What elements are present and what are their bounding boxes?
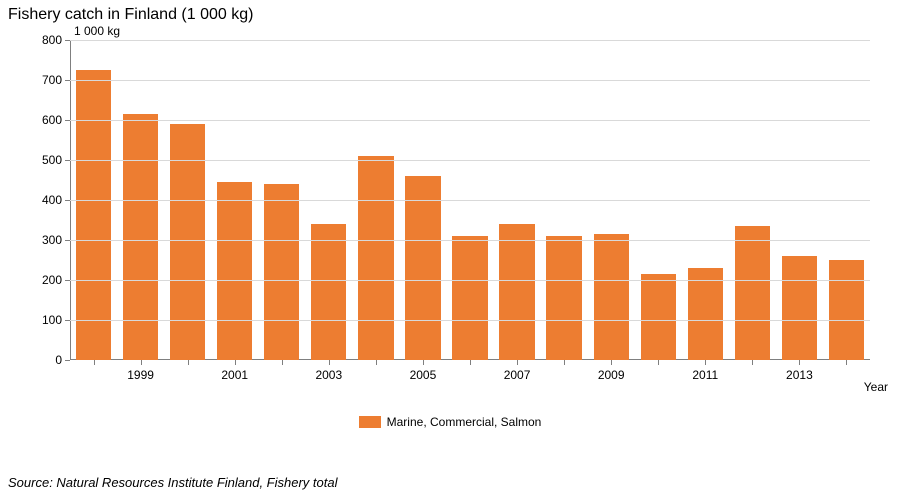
source-caption: Source: Natural Resources Institute Finl…	[8, 475, 337, 490]
gridline	[70, 240, 870, 241]
x-tick-label: 2013	[786, 368, 813, 382]
bar	[499, 224, 534, 360]
x-tick-label: 2011	[692, 368, 718, 382]
x-tick	[94, 360, 95, 365]
bar	[594, 234, 629, 360]
x-tick	[611, 360, 612, 365]
x-tick	[376, 360, 377, 365]
y-tick-label: 600	[42, 113, 62, 127]
bar	[358, 156, 393, 360]
bar	[264, 184, 299, 360]
bar	[688, 268, 723, 360]
x-tick-label: 2005	[410, 368, 437, 382]
x-tick	[705, 360, 706, 365]
y-tick	[65, 240, 70, 241]
bar	[829, 260, 864, 360]
y-unit-label: 1 000 kg	[74, 24, 120, 38]
x-tick	[517, 360, 518, 365]
bar	[735, 226, 770, 360]
x-tick	[282, 360, 283, 365]
bar	[782, 256, 817, 360]
y-tick	[65, 280, 70, 281]
y-tick-label: 100	[42, 313, 62, 327]
gridline	[70, 160, 870, 161]
bar	[405, 176, 440, 360]
gridline	[70, 80, 870, 81]
y-tick-label: 300	[42, 233, 62, 247]
y-tick	[65, 40, 70, 41]
gridline	[70, 200, 870, 201]
x-tick	[846, 360, 847, 365]
gridline	[70, 120, 870, 121]
y-tick	[65, 80, 70, 81]
bar	[217, 182, 252, 360]
x-tick	[188, 360, 189, 365]
gridline	[70, 40, 870, 41]
x-tick	[329, 360, 330, 365]
bar	[546, 236, 581, 360]
x-tick	[658, 360, 659, 365]
plot-area: 0100200300400500600700800199920012003200…	[70, 40, 870, 360]
legend-swatch	[359, 416, 381, 428]
x-tick	[235, 360, 236, 365]
x-tick-label: 2007	[504, 368, 531, 382]
legend-item: Marine, Commercial, Salmon	[359, 415, 542, 429]
gridline	[70, 280, 870, 281]
chart-container: Fishery catch in Finland (1 000 kg) 1 00…	[0, 0, 900, 500]
y-tick-label: 400	[42, 193, 62, 207]
bar	[76, 70, 111, 360]
y-tick-label: 700	[42, 73, 62, 87]
y-tick-label: 800	[42, 33, 62, 47]
y-tick	[65, 200, 70, 201]
x-tick	[423, 360, 424, 365]
y-tick-label: 0	[55, 353, 62, 367]
x-tick-label: 2001	[221, 368, 248, 382]
x-tick	[799, 360, 800, 365]
y-tick	[65, 160, 70, 161]
x-tick	[141, 360, 142, 365]
x-tick-label: 2003	[315, 368, 342, 382]
x-tick-label: 1999	[127, 368, 154, 382]
bar	[452, 236, 487, 360]
x-tick	[470, 360, 471, 365]
y-tick-label: 500	[42, 153, 62, 167]
chart-title: Fishery catch in Finland (1 000 kg)	[8, 6, 253, 24]
legend: Marine, Commercial, Salmon	[0, 415, 900, 433]
y-tick	[65, 320, 70, 321]
y-tick	[65, 120, 70, 121]
bar	[123, 114, 158, 360]
y-tick-label: 200	[42, 273, 62, 287]
gridline	[70, 320, 870, 321]
x-tick	[752, 360, 753, 365]
bar	[641, 274, 676, 360]
x-axis-title: Year	[864, 380, 888, 394]
y-tick	[65, 360, 70, 361]
legend-label: Marine, Commercial, Salmon	[387, 415, 542, 429]
bar	[311, 224, 346, 360]
x-tick	[564, 360, 565, 365]
x-tick-label: 2009	[598, 368, 625, 382]
